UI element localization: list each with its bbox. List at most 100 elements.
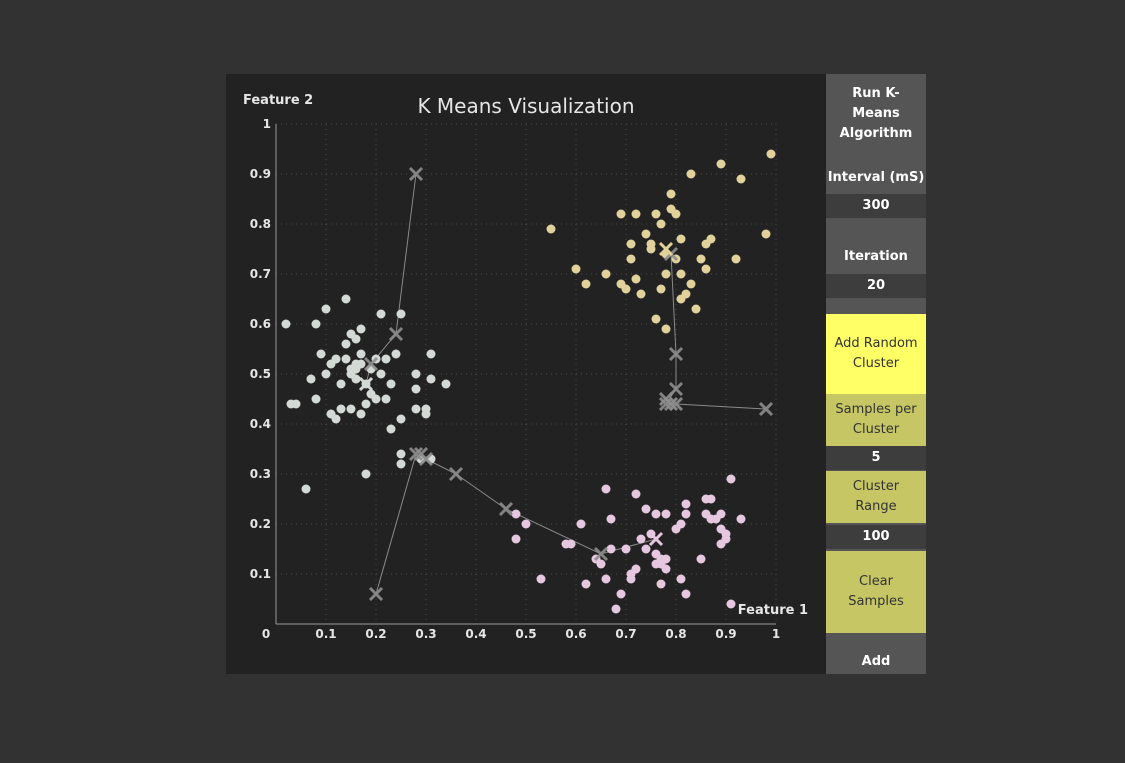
data-point xyxy=(726,599,736,609)
add-button[interactable]: Add xyxy=(861,654,891,669)
y-tick-label: 0.2 xyxy=(250,517,271,531)
scatter-plot: 0 0.1 0.2 0.3 0.4 0.5 0.6 0.7 0.8 0.9 1 0.1 0.2 0.3 0.… xyxy=(243,93,808,641)
x-tick-label: 0.8 xyxy=(665,627,686,641)
centroid-marker xyxy=(758,401,774,417)
data-point xyxy=(661,324,671,334)
centroid-marker xyxy=(593,546,609,562)
centroid-stroke xyxy=(658,241,674,257)
data-point xyxy=(716,159,726,169)
interval-input[interactable]: 300 xyxy=(826,194,926,218)
y-tick-label: 0.8 xyxy=(250,217,271,231)
y-tick-label: 0.4 xyxy=(250,417,271,431)
centroid-stroke xyxy=(648,531,664,547)
data-point xyxy=(631,209,641,219)
iteration-label: Iteration xyxy=(844,249,908,264)
centroid-marker xyxy=(408,166,424,182)
data-point xyxy=(601,574,611,584)
data-point xyxy=(691,304,701,314)
centroid-marker xyxy=(648,531,664,547)
data-point xyxy=(311,394,321,404)
run-kmeans-button[interactable]: Run K-Means Algorithm xyxy=(839,86,913,141)
x-tick-label: 0.7 xyxy=(615,627,636,641)
data-point xyxy=(411,384,421,394)
data-point xyxy=(626,239,636,249)
data-point xyxy=(351,334,361,344)
samples-per-cluster-input[interactable]: 5 xyxy=(826,446,926,470)
centroid-marker xyxy=(498,501,514,517)
y-axis-label: Feature 2 xyxy=(243,93,313,108)
data-point xyxy=(376,369,386,379)
data-point xyxy=(726,474,736,484)
data-point xyxy=(426,374,436,384)
data-point xyxy=(546,224,556,234)
data-point xyxy=(766,149,776,159)
data-point xyxy=(606,514,616,524)
centroid-stroke xyxy=(658,391,674,407)
data-point xyxy=(581,279,591,289)
data-point xyxy=(356,324,366,334)
data-point xyxy=(576,519,586,529)
data-point xyxy=(641,504,651,514)
centroid-stroke xyxy=(658,396,674,412)
data-point xyxy=(666,189,676,199)
y-tick-label: 0.3 xyxy=(250,467,271,481)
cluster-range-input[interactable]: 100 xyxy=(826,525,926,549)
centroid-marker xyxy=(448,466,464,482)
data-point xyxy=(396,459,406,469)
data-point xyxy=(331,354,341,364)
x-tick-label: 0.6 xyxy=(565,627,586,641)
data-point xyxy=(396,309,406,319)
x-tick-label: 0.1 xyxy=(315,627,336,641)
data-point xyxy=(301,484,311,494)
data-point xyxy=(411,369,421,379)
data-point xyxy=(381,354,391,364)
data-point xyxy=(621,284,631,294)
data-point xyxy=(341,294,351,304)
data-point xyxy=(571,264,581,274)
data-point xyxy=(596,559,606,569)
samples-per-cluster-label: Samples per Cluster xyxy=(826,394,926,446)
data-point xyxy=(291,399,301,409)
data-point xyxy=(601,484,611,494)
data-point xyxy=(316,349,326,359)
x-tick-label: 1 xyxy=(772,627,780,641)
data-point xyxy=(361,469,371,479)
centroid-stroke xyxy=(498,501,514,517)
data-point xyxy=(346,404,356,414)
data-point xyxy=(331,414,341,424)
data-point xyxy=(511,534,521,544)
centroid-marker xyxy=(658,241,674,257)
x-axis-label: Feature 1 xyxy=(738,603,808,618)
y-tick-label: 0.9 xyxy=(250,167,271,181)
y-tick-label: 0.6 xyxy=(250,317,271,331)
data-point xyxy=(661,269,671,279)
data-point xyxy=(391,349,401,359)
x-tick-label: 0.9 xyxy=(715,627,736,641)
centroid-stroke xyxy=(408,446,424,462)
data-point xyxy=(361,399,371,409)
x-tick-label: 0 xyxy=(262,627,270,641)
centroid-marker xyxy=(658,391,674,407)
data-point xyxy=(611,604,621,614)
data-point xyxy=(696,254,706,264)
data-point xyxy=(636,289,646,299)
data-point xyxy=(761,229,771,239)
add-random-cluster-button[interactable]: Add Random Cluster xyxy=(826,314,926,394)
data-point xyxy=(631,274,641,284)
data-point xyxy=(706,494,716,504)
data-point xyxy=(386,424,396,434)
data-point xyxy=(351,374,361,384)
centroid-stroke xyxy=(448,466,464,482)
data-point xyxy=(651,209,661,219)
data-point xyxy=(346,364,356,374)
x-tick-label: 0.4 xyxy=(465,627,486,641)
clear-samples-button[interactable]: Clear Samples xyxy=(826,551,926,633)
data-point xyxy=(646,239,656,249)
data-point xyxy=(616,589,626,599)
data-point xyxy=(621,544,631,554)
data-point xyxy=(641,544,651,554)
centroid-stroke xyxy=(668,346,684,362)
data-point xyxy=(656,579,666,589)
data-point xyxy=(681,289,691,299)
centroid-marker xyxy=(658,396,674,412)
